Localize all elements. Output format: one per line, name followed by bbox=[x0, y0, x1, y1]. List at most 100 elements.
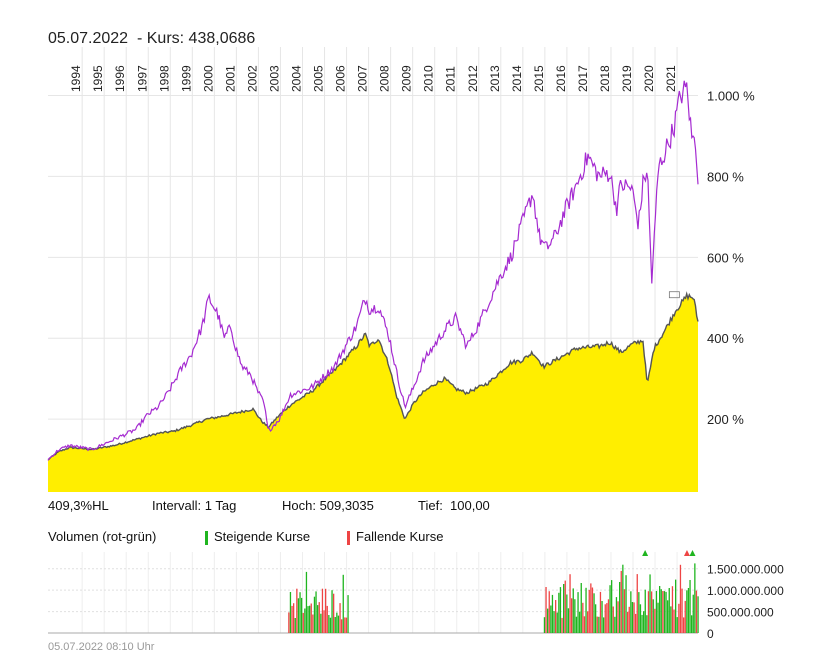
volume-bar-rising bbox=[558, 592, 560, 633]
volume-bar-falling bbox=[628, 606, 630, 633]
volume-bar-rising bbox=[646, 615, 648, 633]
volume-bar-falling bbox=[325, 588, 327, 633]
volume-legend-label: Volumen (rot-grün) bbox=[48, 529, 157, 544]
volume-bar-falling bbox=[582, 602, 584, 633]
volume-bar-falling bbox=[596, 616, 598, 633]
y-tick-label: 600 % bbox=[707, 250, 744, 265]
volume-bar-falling bbox=[617, 601, 619, 633]
volume-bar-rising bbox=[320, 613, 322, 633]
volume-bar-falling bbox=[662, 591, 664, 633]
volume-bar-rising bbox=[611, 580, 613, 633]
volume-bar-rising bbox=[601, 601, 603, 633]
volume-bar-falling bbox=[302, 612, 304, 633]
volume-tick-label: 0 bbox=[707, 627, 714, 641]
volume-bar-rising bbox=[543, 617, 546, 633]
volume-bar-rising bbox=[572, 588, 574, 633]
volume-bar-rising bbox=[304, 608, 306, 633]
volume-bar-rising bbox=[347, 595, 349, 633]
volume-bar-rising bbox=[643, 611, 645, 633]
rising-legend-swatch bbox=[205, 531, 208, 545]
volume-bar-falling bbox=[607, 599, 610, 633]
volume-bar-rising bbox=[687, 588, 690, 633]
volume-tick-label: 500.000.000 bbox=[707, 606, 774, 620]
volume-bar-falling bbox=[548, 591, 550, 633]
volume-bar-falling bbox=[344, 617, 346, 633]
volume-bar-falling bbox=[604, 604, 606, 633]
volume-bar-falling bbox=[606, 603, 608, 633]
year-tick-label: 2008 bbox=[378, 65, 392, 92]
volume-bar-rising bbox=[595, 604, 597, 633]
year-tick-label: 1999 bbox=[179, 65, 193, 92]
volume-bar-rising bbox=[566, 594, 568, 633]
volume-bar-rising bbox=[593, 593, 595, 633]
year-tick-label: 2005 bbox=[312, 65, 326, 92]
volume-bar-falling bbox=[291, 605, 293, 633]
year-tick-label: 2013 bbox=[488, 65, 502, 92]
volume-bar-falling bbox=[345, 617, 348, 633]
price-area bbox=[48, 293, 698, 492]
year-tick-label: 2010 bbox=[422, 65, 436, 92]
volume-bar-rising bbox=[625, 575, 627, 633]
volume-bar-falling bbox=[623, 589, 626, 633]
interval-stat: Intervall: 1 Tag bbox=[152, 498, 237, 513]
volume-bar-rising bbox=[659, 586, 661, 633]
year-tick-label: 2011 bbox=[444, 66, 458, 92]
year-tick-label: 1994 bbox=[69, 65, 83, 92]
volume-bar-falling bbox=[545, 587, 547, 633]
falling-legend-swatch bbox=[347, 531, 350, 545]
volume-bar-falling bbox=[569, 574, 571, 633]
year-tick-label: 1996 bbox=[113, 65, 127, 92]
year-tick-label: 2018 bbox=[598, 65, 612, 92]
volume-bar-falling bbox=[678, 603, 680, 633]
high-marker bbox=[668, 291, 680, 299]
high-stat: Hoch: 509,3035 bbox=[282, 498, 374, 513]
volume-bar-falling bbox=[339, 603, 341, 633]
y-tick-label: 200 % bbox=[707, 412, 744, 427]
volume-bars bbox=[288, 563, 699, 633]
volume-bar-rising bbox=[667, 600, 669, 633]
volume-bar-falling bbox=[333, 593, 335, 633]
volume-tick-label: 1.000.000.000 bbox=[707, 584, 784, 598]
year-tick-label: 2017 bbox=[576, 65, 590, 92]
chart-title: 05.07.2022 - Kurs: 438,0686 bbox=[48, 30, 255, 48]
low-stat: Tief: 100,00 bbox=[418, 498, 490, 513]
volume-bar-rising bbox=[638, 592, 640, 633]
volume-bar-falling bbox=[651, 591, 653, 633]
volume-bar-rising bbox=[580, 583, 582, 633]
volume-bar-falling bbox=[323, 610, 325, 633]
volume-bar-rising bbox=[660, 589, 662, 633]
volume-bar-falling bbox=[588, 589, 590, 633]
volume-bar-rising bbox=[329, 617, 332, 633]
year-tick-label: 2015 bbox=[532, 65, 546, 92]
volume-bar-falling bbox=[564, 580, 566, 633]
volume-bar-rising bbox=[655, 591, 658, 633]
year-tick-label: 2002 bbox=[245, 65, 259, 92]
volume-bar-falling bbox=[571, 598, 573, 633]
volume-bar-falling bbox=[633, 602, 635, 633]
hl-stat: 409,3%HL bbox=[48, 498, 109, 513]
volume-bar-rising bbox=[299, 592, 301, 633]
y-tick-label: 800 % bbox=[707, 169, 744, 184]
volume-bar-rising bbox=[676, 617, 678, 633]
volume-bar-falling bbox=[587, 611, 589, 633]
volume-bar-rising bbox=[652, 599, 654, 633]
volume-bar-rising bbox=[294, 618, 296, 633]
year-tick-label: 1998 bbox=[157, 65, 171, 92]
volume-bar-falling bbox=[296, 588, 298, 633]
volume-bar-rising bbox=[307, 606, 309, 633]
volume-tick-label: 1.500.000.000 bbox=[707, 563, 784, 577]
volume-bar-rising bbox=[614, 616, 616, 633]
year-tick-label: 2020 bbox=[642, 65, 656, 92]
year-tick-label: 2016 bbox=[554, 65, 568, 92]
falling-legend-label: Fallende Kurse bbox=[356, 529, 444, 544]
volume-bar-rising bbox=[334, 617, 336, 633]
year-tick-label: 2007 bbox=[356, 65, 370, 92]
year-tick-label: 2019 bbox=[620, 65, 634, 92]
date-label: 05.07.2022 bbox=[48, 30, 129, 47]
volume-bar-falling bbox=[612, 606, 614, 633]
volume-bar-falling bbox=[673, 609, 675, 633]
year-tick-label: 2000 bbox=[201, 65, 215, 92]
volume-overflow-arrow bbox=[689, 550, 696, 556]
year-tick-label: 1997 bbox=[135, 65, 149, 92]
